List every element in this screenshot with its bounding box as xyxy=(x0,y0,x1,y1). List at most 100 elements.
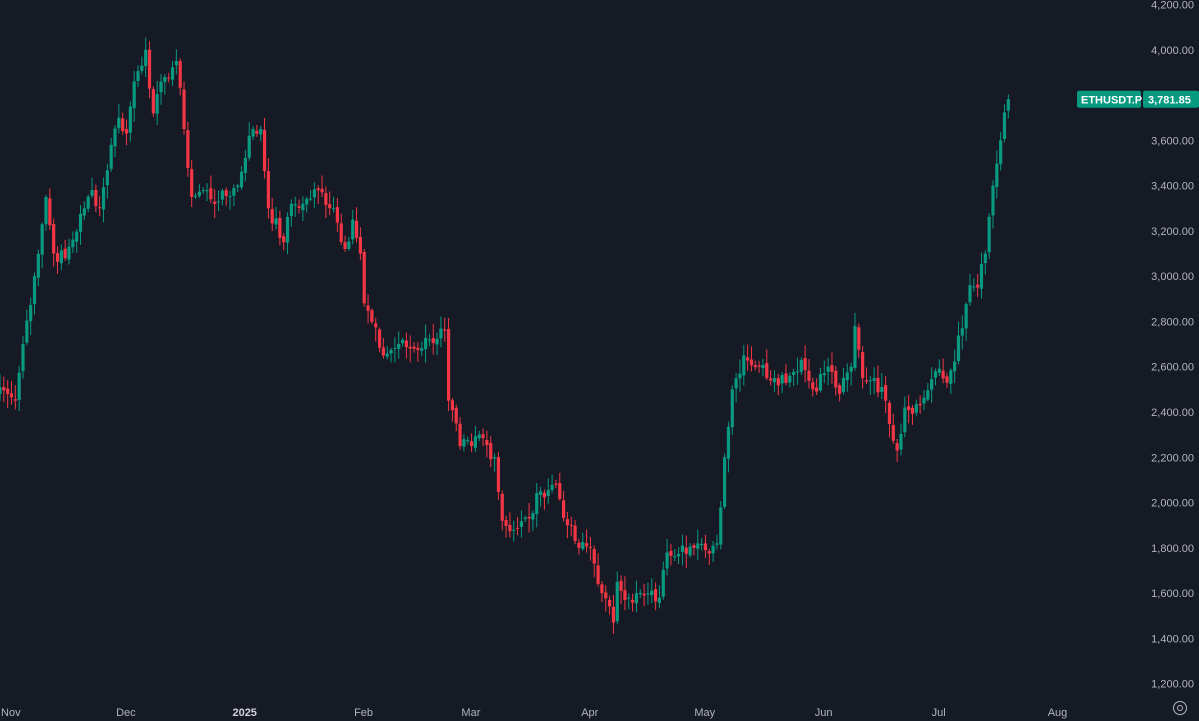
candle xyxy=(366,294,370,324)
candle-body xyxy=(937,368,941,373)
candle xyxy=(761,359,765,377)
candle xyxy=(113,125,117,158)
candle-body xyxy=(838,385,842,394)
candle-body xyxy=(75,231,79,242)
candle-body xyxy=(818,374,823,391)
candle xyxy=(82,201,86,221)
candle xyxy=(515,517,520,536)
candle-body xyxy=(297,206,301,208)
candle xyxy=(1006,94,1010,119)
candle xyxy=(431,324,435,355)
candle xyxy=(604,585,608,612)
candle-body xyxy=(316,188,320,191)
candle-body xyxy=(558,483,562,499)
candle xyxy=(205,183,209,202)
candle xyxy=(642,583,646,607)
candle xyxy=(619,575,623,605)
candle xyxy=(239,165,244,190)
candle xyxy=(67,238,71,265)
candle xyxy=(673,548,677,561)
candle-body xyxy=(880,387,884,392)
candle-body xyxy=(680,545,685,552)
x-tick-label: Mar xyxy=(461,707,480,719)
candle-body xyxy=(82,208,86,216)
candle xyxy=(849,362,853,386)
candle-body xyxy=(201,190,205,192)
chart-settings-icon[interactable] xyxy=(1173,701,1187,715)
candle-body xyxy=(247,135,251,158)
candle-body xyxy=(861,352,865,379)
candle-body xyxy=(224,190,228,197)
candle-body xyxy=(538,491,543,495)
candle xyxy=(811,377,815,397)
candle-body xyxy=(251,129,255,137)
candle-body xyxy=(933,371,938,378)
candle-body xyxy=(282,236,286,243)
candle-body xyxy=(25,320,29,343)
candle xyxy=(711,540,715,563)
candle-body xyxy=(864,380,869,382)
candle-body xyxy=(811,382,815,390)
candle-body xyxy=(845,372,849,381)
symbol-label-bg xyxy=(1077,90,1141,108)
candle xyxy=(151,86,155,117)
candle xyxy=(450,397,455,422)
candle xyxy=(723,453,727,510)
candle-body xyxy=(500,493,504,521)
y-tick-label: 3,000.00 xyxy=(1151,271,1194,283)
candle-body xyxy=(956,335,961,362)
candle xyxy=(236,183,240,192)
candle xyxy=(220,188,224,206)
candle xyxy=(512,520,516,542)
candle xyxy=(473,426,478,452)
candle-body xyxy=(431,338,435,344)
candle-body xyxy=(2,387,6,391)
candle-body xyxy=(492,457,497,459)
candle-body xyxy=(684,547,688,554)
candle-body xyxy=(485,440,489,446)
candle xyxy=(607,595,612,615)
candle-body xyxy=(259,129,263,135)
candle xyxy=(144,37,148,78)
candle xyxy=(577,538,581,555)
candle xyxy=(385,345,389,360)
y-tick-label: 3,600.00 xyxy=(1151,135,1194,147)
candle xyxy=(462,434,466,452)
y-tick-label: 1,600.00 xyxy=(1151,588,1194,600)
candle-body xyxy=(515,527,520,529)
candle-body xyxy=(232,188,236,196)
candle-body xyxy=(972,286,976,288)
candle-body xyxy=(55,253,60,262)
candle xyxy=(542,489,547,510)
candle-body xyxy=(236,185,240,188)
candle xyxy=(59,244,63,271)
candle-body xyxy=(9,393,14,398)
candle-body xyxy=(646,593,650,595)
candle-body xyxy=(358,236,362,254)
candle xyxy=(155,80,159,125)
candle xyxy=(289,199,293,227)
candle xyxy=(538,486,543,507)
candle xyxy=(730,385,734,435)
y-tick-label: 1,200.00 xyxy=(1151,679,1194,691)
candle xyxy=(13,385,17,410)
candle xyxy=(454,404,458,432)
candle xyxy=(826,357,830,386)
candle xyxy=(427,333,431,346)
candle xyxy=(657,585,662,609)
candle-body xyxy=(711,545,715,554)
y-tick-label: 1,800.00 xyxy=(1151,543,1194,555)
candle xyxy=(615,571,619,625)
x-axis[interactable]: Nov Dec 2025 Feb Mar Apr May Jun Jul Aug xyxy=(1,707,1067,719)
candle xyxy=(891,413,895,444)
y-axis[interactable]: 4,200.004,000.003,800.003,600.003,400.00… xyxy=(1151,0,1194,691)
candle-body xyxy=(117,117,121,129)
candle-body xyxy=(496,457,501,492)
candle-body xyxy=(140,65,144,71)
candle xyxy=(987,213,991,259)
candle-body xyxy=(105,170,109,186)
candle-body xyxy=(853,325,857,368)
candle xyxy=(500,490,504,531)
